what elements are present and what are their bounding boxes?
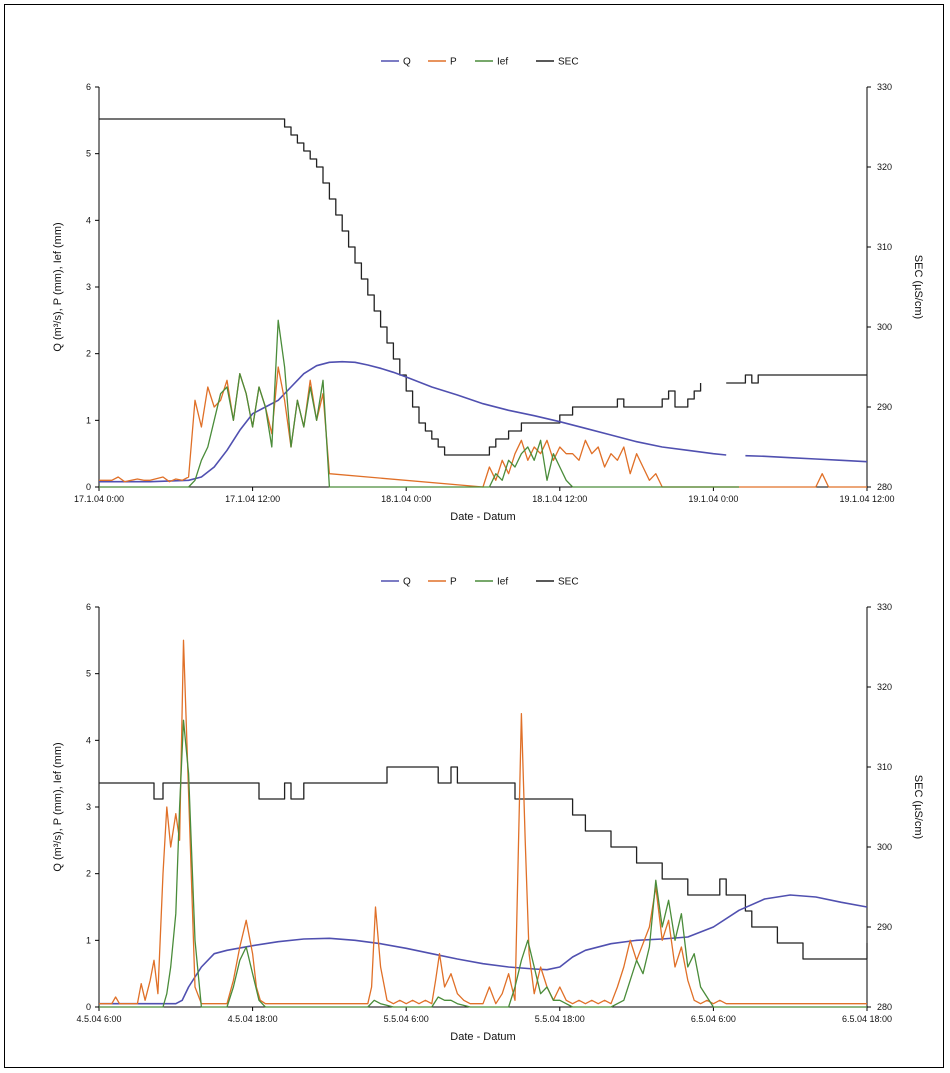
chart-may: Q P Ief SEC 0 1 2 3 4 5 6 280 290 300 310 320 330 4.5.04 … (52, 577, 924, 1044)
y-tick-label: 4 (86, 215, 91, 225)
legend-item-p: P (428, 57, 457, 68)
y2-axis-title: SEC (µS/cm) (912, 255, 924, 319)
legend-item-sec: SEC (536, 57, 579, 68)
y-tick-label: 6 (86, 82, 91, 92)
y2-tick-label: 320 (877, 162, 892, 172)
series-line-q (99, 360, 727, 483)
legend-label: Ief (497, 577, 508, 588)
y-tick-label: 2 (86, 869, 91, 879)
y2-tick-label: 330 (877, 82, 892, 92)
y2-tick-label: 300 (877, 842, 892, 852)
x-tick-label: 18.1.04 12:00 (532, 494, 587, 504)
x-tick-label: 18.1.04 0:00 (381, 494, 431, 504)
chart-january: Q P Ief SEC 0 1 2 3 4 5 6 280 290 300 310 320 330 17.1.04… (52, 57, 924, 524)
legend-label: P (450, 577, 457, 588)
x-tick-label: 5.5.04 18:00 (535, 1014, 585, 1024)
y2-axis-title: SEC (µS/cm) (912, 775, 924, 839)
y2-tick-label: 320 (877, 682, 892, 692)
series-line-q (745, 454, 868, 463)
x-tick-label: 17.1.04 12:00 (225, 494, 280, 504)
y-tick-label: 6 (86, 602, 91, 612)
y2-tick-label: 310 (877, 242, 892, 252)
legend-label: P (450, 57, 457, 68)
figure-frame: Q P Ief SEC 0 1 2 3 4 5 6 280 290 300 310 320 330 17.1.04… (4, 4, 944, 1068)
series-line-sec (726, 374, 867, 384)
legend-item-p: P (428, 577, 457, 588)
x-tick-label: 4.5.04 18:00 (228, 1014, 278, 1024)
legend-label: Q (403, 57, 411, 68)
x-tick-label: 5.5.04 6:00 (384, 1014, 429, 1024)
y2-tick-label: 310 (877, 762, 892, 772)
y-tick-label: 5 (86, 149, 91, 159)
legend-item-ief: Ief (475, 577, 508, 588)
x-tick-label: 4.5.04 6:00 (76, 1014, 121, 1024)
y-axis-title: Q (m³/s), P (mm), Ief (mm) (52, 222, 64, 351)
y-tick-label: 3 (86, 802, 91, 812)
y2-tick-label: 280 (877, 482, 892, 492)
y-tick-label: 3 (86, 282, 91, 292)
series-line-p (99, 639, 867, 1005)
y-axis-title: Q (m³/s), P (mm), Ief (mm) (52, 742, 64, 871)
y2-tick-label: 300 (877, 322, 892, 332)
y-tick-label: 5 (86, 669, 91, 679)
x-tick-label: 6.5.04 6:00 (691, 1014, 736, 1024)
y-tick-label: 4 (86, 735, 91, 745)
y-tick-label: 2 (86, 349, 91, 359)
y2-tick-label: 290 (877, 922, 892, 932)
legend-label: SEC (558, 577, 579, 588)
legend-item-q: Q (381, 577, 411, 588)
y-tick-label: 1 (86, 935, 91, 945)
series-line-sec (99, 118, 702, 456)
legend-label: Q (403, 577, 411, 588)
y2-tick-label: 280 (877, 1002, 892, 1012)
series-line-ief (99, 719, 867, 1008)
x-axis-title: Date - Datum (450, 1031, 515, 1043)
y-tick-label: 0 (86, 1002, 91, 1012)
x-tick-label: 17.1.04 0:00 (74, 494, 124, 504)
series-line-sec (99, 766, 868, 960)
legend-item-ief: Ief (475, 57, 508, 68)
x-axis-title: Date - Datum (450, 511, 515, 523)
y-tick-label: 1 (86, 415, 91, 425)
y2-tick-label: 290 (877, 402, 892, 412)
series-line-p (99, 366, 867, 488)
legend-label: Ief (497, 57, 508, 68)
legend-item-q: Q (381, 57, 411, 68)
x-tick-label: 19.1.04 12:00 (839, 494, 894, 504)
series-line-ief (99, 319, 739, 488)
x-tick-label: 6.5.04 18:00 (842, 1014, 892, 1024)
legend-item-sec: SEC (536, 577, 579, 588)
y-tick-label: 0 (86, 482, 91, 492)
legend-label: SEC (558, 57, 579, 68)
legend: Q P Ief SEC (381, 57, 579, 68)
legend: Q P Ief SEC (381, 577, 579, 588)
y2-tick-label: 330 (877, 602, 892, 612)
x-tick-label: 19.1.04 0:00 (688, 494, 738, 504)
series-line-q (99, 894, 868, 1005)
